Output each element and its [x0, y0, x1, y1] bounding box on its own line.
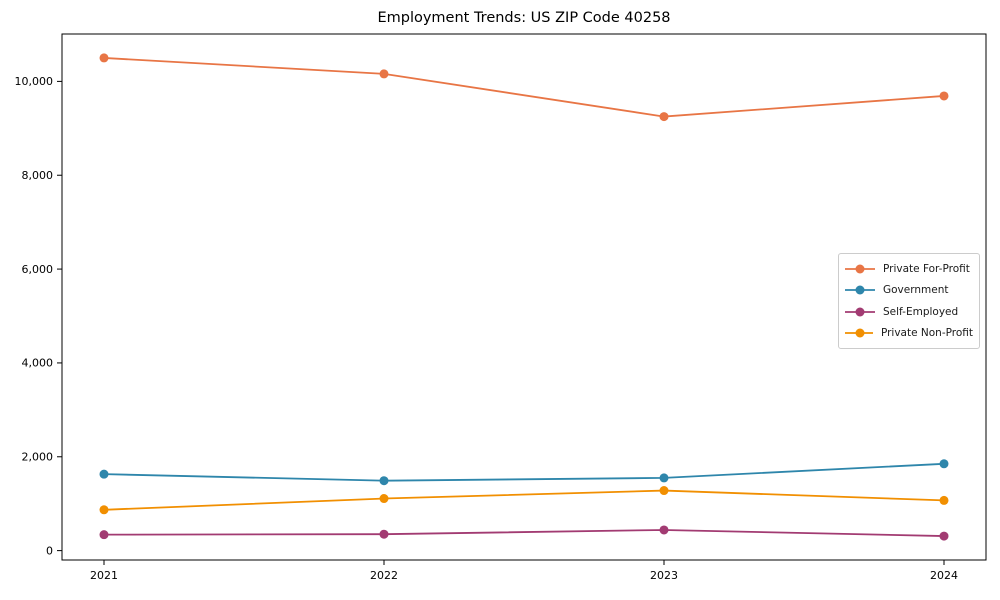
legend-swatch — [845, 285, 875, 295]
data-point-government — [939, 459, 949, 469]
data-point-private-non-profit — [659, 486, 669, 496]
legend-label: Self-Employed — [883, 305, 959, 318]
legend-item-self-employed: Self-Employed — [845, 301, 973, 322]
data-point-government — [659, 473, 669, 483]
data-point-private-for-profit — [659, 112, 669, 122]
y-tick-label: 8,000 — [22, 169, 54, 182]
legend-swatch-marker — [855, 264, 865, 274]
legend: Private For-Profit Government Self-Employe… — [838, 253, 980, 349]
y-tick-label: 6,000 — [22, 263, 54, 276]
legend-label: Private Non-Profit — [880, 327, 973, 340]
data-point-government — [379, 476, 389, 486]
legend-swatch — [845, 307, 875, 317]
x-tick-label: 2024 — [930, 569, 958, 582]
series-line-private-for-profit — [103, 57, 945, 118]
legend-label: Government — [883, 284, 949, 297]
series-line-government — [103, 462, 945, 482]
series-line-private-non-profit — [103, 489, 945, 511]
legend-swatch-marker — [855, 285, 865, 295]
legend-item-private-for-profit: Private For-Profit — [845, 258, 973, 279]
data-point-private-for-profit — [379, 69, 389, 79]
y-tick-label: 2,000 — [22, 451, 54, 464]
data-point-self-employed — [99, 530, 109, 540]
data-point-self-employed — [939, 531, 949, 541]
data-point-private-non-profit — [99, 505, 109, 515]
data-point-self-employed — [659, 525, 669, 535]
axes-frame — [61, 33, 987, 561]
data-point-private-non-profit — [379, 494, 389, 504]
x-tick-label: 2022 — [370, 569, 398, 582]
series-line-self-employed — [103, 529, 945, 537]
y-tick-label: 0 — [46, 544, 53, 557]
legend-swatch — [845, 264, 875, 274]
data-point-private-for-profit — [99, 53, 109, 63]
x-tick-label: 2023 — [650, 569, 678, 582]
y-tick-label: 4,000 — [22, 357, 54, 370]
data-point-government — [99, 469, 109, 479]
legend-swatch-marker — [855, 307, 865, 317]
legend-swatch-marker — [855, 328, 865, 338]
chart-title: Employment Trends: US ZIP Code 40258 — [377, 10, 671, 26]
data-point-self-employed — [379, 529, 389, 539]
data-point-private-for-profit — [939, 91, 949, 101]
x-tick-label: 2021 — [90, 569, 118, 582]
legend-label: Private For-Profit — [883, 262, 970, 275]
legend-item-government: Government — [845, 280, 973, 301]
legend-swatch — [845, 328, 873, 338]
data-point-private-non-profit — [939, 495, 949, 505]
legend-item-private-non-profit: Private Non-Profit — [845, 323, 973, 344]
y-tick-label: 10,000 — [15, 75, 54, 88]
